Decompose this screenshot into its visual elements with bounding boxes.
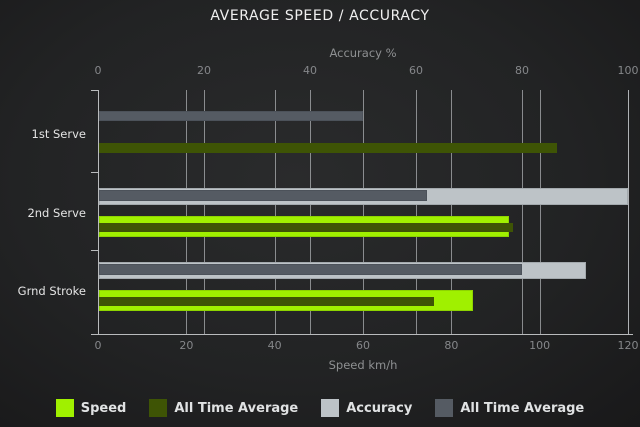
legend-label: All Time Average — [460, 400, 585, 416]
legend-label: Speed — [80, 400, 127, 416]
gridline — [186, 90, 188, 334]
bar-accuracy-average — [99, 263, 522, 275]
bar-speed-average — [99, 222, 514, 232]
category-label-2nd-serve: 2nd Serve — [27, 206, 86, 220]
x-axis-line — [93, 334, 633, 335]
bottom-axis-title: Speed km/h — [328, 358, 398, 372]
gridline — [451, 90, 453, 334]
legend: Speed All Time Average Accuracy All Time… — [0, 396, 640, 420]
accuracy-swatch-icon — [321, 399, 340, 417]
gridline — [363, 90, 364, 334]
bottom-tick-label: 40 — [267, 339, 282, 352]
y-axis-tick — [91, 172, 98, 173]
bar-speed-average — [99, 143, 558, 153]
legend-item-accuracy: Accuracy — [321, 399, 412, 417]
bottom-tick-label: 80 — [444, 339, 459, 352]
y-axis-tick — [91, 90, 98, 91]
category-label-grnd-stroke: Grnd Stroke — [17, 284, 86, 298]
speed-average-swatch-icon — [149, 399, 168, 417]
gridline — [628, 90, 629, 334]
bar-accuracy-average — [99, 111, 363, 121]
y-axis-tick — [91, 250, 98, 251]
top-tick-label: 60 — [409, 64, 423, 77]
accuracy-average-swatch-icon — [435, 399, 454, 417]
category-label-1st-serve: 1st Serve — [31, 127, 86, 141]
bottom-tick-label: 60 — [356, 339, 370, 352]
gridline — [204, 90, 205, 334]
gridline — [310, 90, 311, 334]
legend-item-accuracy-average: All Time Average — [435, 399, 584, 417]
top-tick-label: 100 — [617, 64, 639, 77]
top-tick-label: 80 — [515, 64, 529, 77]
legend-label: Accuracy — [346, 400, 413, 416]
bottom-tick-label: 20 — [179, 339, 194, 352]
y-axis-tick — [91, 334, 98, 335]
top-tick-label: 40 — [303, 64, 317, 77]
top-tick-label: 0 — [94, 64, 102, 77]
legend-item-speed-average: All Time Average — [149, 399, 298, 417]
bottom-tick-label: 0 — [94, 339, 102, 352]
chart-title: AVERAGE SPEED / ACCURACY — [210, 8, 430, 24]
bottom-tick-label: 120 — [617, 339, 639, 352]
gridline — [274, 90, 276, 334]
bottom-tick-label: 100 — [529, 339, 551, 352]
bar-accuracy-average — [99, 189, 427, 201]
bar-speed-average — [99, 296, 434, 306]
speed-swatch-icon — [55, 399, 74, 417]
top-axis-title: Accuracy % — [329, 46, 397, 60]
legend-item-speed: Speed — [55, 399, 127, 417]
legend-label: All Time Average — [174, 400, 299, 416]
y-axis-line — [98, 90, 99, 334]
gridline — [539, 90, 541, 334]
gridline — [416, 90, 417, 334]
gridline — [522, 90, 523, 334]
top-tick-label: 20 — [197, 64, 211, 77]
